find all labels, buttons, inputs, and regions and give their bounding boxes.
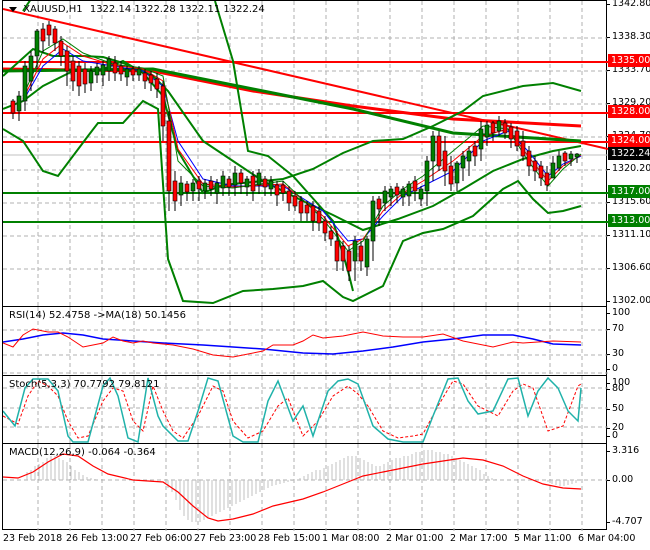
time-tick: 6 Mar 04:00 <box>578 533 636 544</box>
price-tick: 1338.30 <box>606 31 650 42</box>
chart-header: XAUUSD,H1 1322.14 1322.28 1322.11 1322.2… <box>9 4 265 15</box>
stoch-tick: 0 <box>606 430 619 441</box>
price-chart-panel[interactable]: XAUUSD,H1 1322.14 1322.28 1322.11 1322.2… <box>2 0 608 308</box>
rsi-tick: 100 <box>606 307 631 318</box>
time-tick: 26 Feb 13:00 <box>66 533 129 544</box>
price-tick: 1306.60 <box>606 262 650 273</box>
price-chart-canvas <box>3 1 608 308</box>
macd-tick: 3.316 <box>606 445 640 456</box>
rsi-tick: 70 <box>606 323 625 334</box>
support-level-tag: 1313.00 <box>608 214 650 227</box>
time-tick: 2 Mar 17:00 <box>450 533 508 544</box>
time-tick: 23 Feb 2018 <box>3 533 63 544</box>
stochastic-label: Stoch(5,3,3) 70.7792 79.8121 <box>9 379 160 390</box>
macd-label: MACD(12,26,9) -0.064 -0.364 <box>9 447 156 458</box>
time-tick: 28 Feb 15:00 <box>258 533 321 544</box>
ohlc-values: 1322.14 1322.28 1322.11 1322.24 <box>89 4 265 15</box>
price-tick: 1329.20 <box>606 97 650 108</box>
rsi-label: RSI(14) 52.4758 ->MA(18) 50.1456 <box>9 310 186 321</box>
stochastic-canvas <box>3 376 608 445</box>
macd-canvas <box>3 444 608 531</box>
price-axis[interactable]: 1342.80 1338.30 1333.70 1329.20 1324.70 … <box>606 0 650 550</box>
resistance-level-tag: 1324.00 <box>608 134 650 147</box>
time-tick: 5 Mar 11:00 <box>514 533 572 544</box>
macd-tick: -4.707 <box>607 516 643 527</box>
current-price-tag: 1322.24 <box>608 147 650 160</box>
price-tick: 1311.10 <box>606 229 650 240</box>
resistance-level-tag: 1335.00 <box>608 54 650 67</box>
macd-panel[interactable]: MACD(12,26,9) -0.064 -0.364 <box>2 443 608 531</box>
rsi-tick: 0 <box>606 363 619 374</box>
rsi-panel[interactable]: RSI(14) 52.4758 ->MA(18) 50.1456 <box>2 306 608 377</box>
stoch-tick: 80 <box>606 383 625 394</box>
symbol-label: XAUUSD,H1 <box>23 4 83 15</box>
price-tick: 1302.00 <box>606 295 650 306</box>
dropdown-arrow-icon[interactable] <box>9 6 17 12</box>
price-tick: 1342.80 <box>606 0 650 9</box>
time-tick: 1 Mar 08:00 <box>322 533 380 544</box>
resistance-level-tag: 1328.00 <box>608 105 650 118</box>
price-tick: 1320.20 <box>606 163 650 174</box>
time-tick: 27 Feb 06:00 <box>130 533 193 544</box>
stoch-tick: 50 <box>606 403 625 414</box>
macd-tick: 0.00 <box>606 474 634 485</box>
time-tick: 27 Feb 23:00 <box>194 533 257 544</box>
time-tick: 2 Mar 01:00 <box>386 533 444 544</box>
stochastic-panel[interactable]: Stoch(5,3,3) 70.7792 79.8121 <box>2 375 608 445</box>
support-level-tag: 1317.00 <box>608 185 650 198</box>
stoch-tick: 20 <box>606 422 625 433</box>
price-tick: 1315.60 <box>606 196 650 207</box>
rsi-tick: 30 <box>606 348 625 359</box>
price-tick: 1333.70 <box>606 64 650 75</box>
stoch-tick: 100 <box>606 377 631 388</box>
rsi-canvas <box>3 307 608 377</box>
